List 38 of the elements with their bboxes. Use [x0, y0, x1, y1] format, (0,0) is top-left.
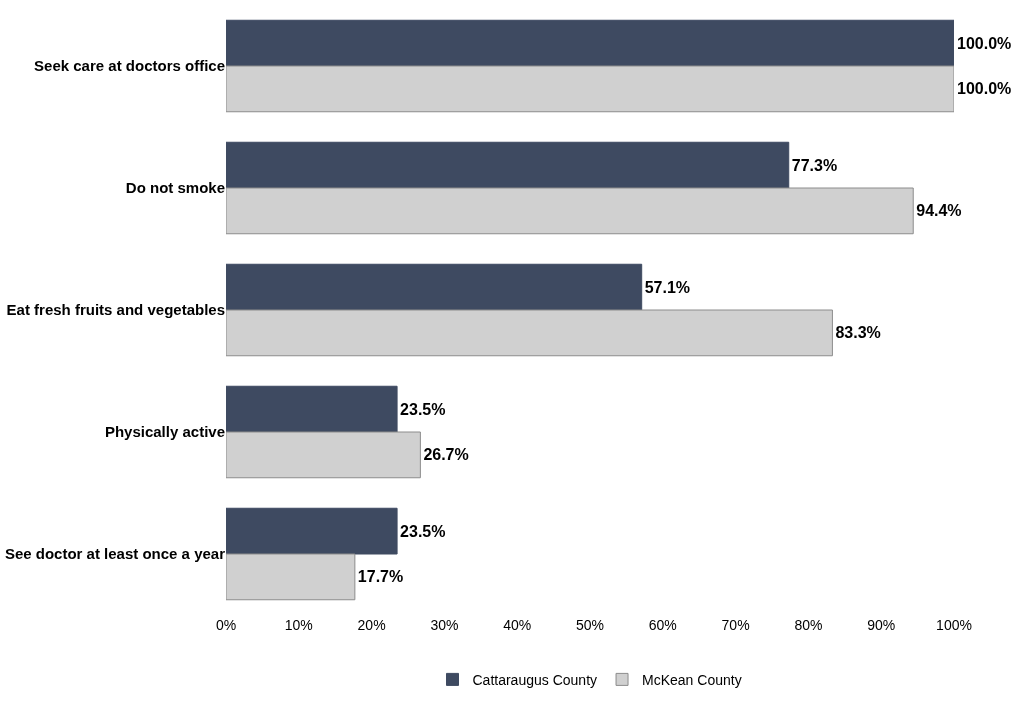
x-tick-label: 60% — [648, 617, 677, 633]
x-tick-label: 20% — [357, 617, 386, 633]
data-label: 17.7% — [357, 568, 404, 586]
x-tick-label: 50% — [575, 617, 605, 633]
x-tick-label: 100% — [936, 617, 972, 633]
data-label: 23.5% — [400, 400, 446, 418]
bar — [226, 309, 833, 357]
data-label: 26.7% — [423, 446, 469, 464]
bar — [226, 19, 954, 67]
x-tick-label: 30% — [430, 617, 459, 633]
bar — [226, 507, 398, 555]
bar — [226, 263, 643, 311]
y-tick-label: Seek care at doctors office — [34, 57, 225, 75]
legend-label: Cattaraugus County — [472, 671, 598, 688]
data-label: 77.3% — [791, 156, 838, 174]
data-label: 100.0% — [957, 34, 1012, 52]
data-label: 83.3% — [835, 324, 881, 342]
bar — [226, 385, 398, 433]
x-tick-label: 90% — [867, 617, 896, 633]
data-label: 94.4% — [916, 202, 962, 220]
bar — [226, 431, 421, 479]
data-label: 57.1% — [644, 278, 691, 296]
x-tick-label: 40% — [503, 617, 532, 633]
bar — [226, 65, 954, 113]
data-label: 100.0% — [957, 80, 1012, 98]
x-tick-label: 80% — [794, 617, 823, 633]
y-tick-label: Do not smoke — [125, 179, 225, 197]
x-tick-label: 70% — [721, 617, 750, 633]
bar — [226, 187, 914, 235]
x-tick-label: 10% — [284, 617, 313, 633]
bar — [226, 553, 356, 601]
data-label: 23.5% — [400, 522, 446, 540]
y-tick-label: See doctor at least once a year — [4, 545, 226, 563]
y-tick-label: Eat fresh fruits and vegetables — [6, 301, 225, 319]
bar — [226, 141, 790, 189]
y-tick-label: Physically active — [104, 423, 225, 441]
x-tick-label: 0% — [215, 617, 237, 633]
legend-label: McKean County — [642, 671, 742, 688]
